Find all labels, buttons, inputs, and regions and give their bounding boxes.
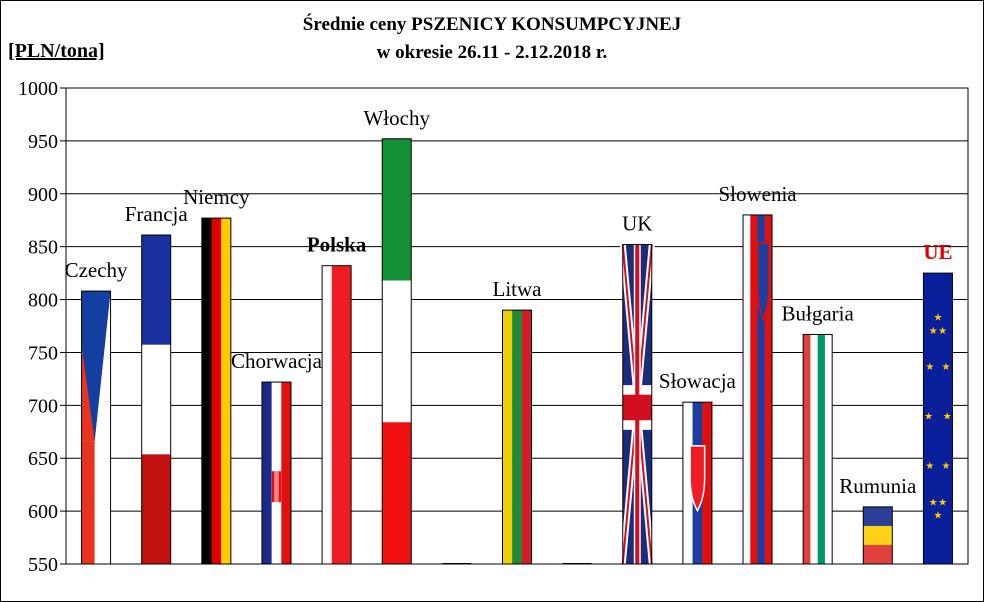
svg-text:★: ★ xyxy=(929,326,938,337)
plot-area xyxy=(65,87,969,565)
chart-subtitle: w okresie 26.11 - 2.12.2018 r. xyxy=(376,42,608,63)
svg-text:★: ★ xyxy=(929,497,938,508)
y-tick-label: 1000 xyxy=(18,78,58,100)
y-axis-ticks: 550 600 650 700 750 800 850 900 950 1000 xyxy=(18,78,66,576)
y-tick-label: 550 xyxy=(28,554,58,576)
bar-label-litwa: Litwa xyxy=(493,277,543,301)
bar-francja xyxy=(141,234,172,564)
svg-text:★: ★ xyxy=(933,313,942,324)
y-tick-label: 850 xyxy=(28,237,58,259)
bar-label-rumunia: Rumunia xyxy=(839,474,917,498)
y-tick-label: 600 xyxy=(28,501,58,523)
bar-label-czechy: Czechy xyxy=(65,258,128,282)
bar-rumunia xyxy=(862,506,893,564)
bar-label-polska: Polska xyxy=(307,233,367,257)
bars: ★★★★★★★★★★★★ xyxy=(81,138,953,564)
bar-polska xyxy=(321,265,352,564)
svg-text:★: ★ xyxy=(925,461,934,472)
bar-label-chorwacja: Chorwacja xyxy=(231,349,323,373)
bar-label-włochy: Włochy xyxy=(363,106,430,130)
bar-ue: ★★★★★★★★★★★★ xyxy=(922,272,953,564)
bar-label-niemcy: Niemcy xyxy=(183,185,250,209)
bar-słowacja xyxy=(682,401,713,564)
bar-label-słowacja: Słowacja xyxy=(659,369,737,393)
svg-text:★: ★ xyxy=(938,326,947,337)
y-tick-label: 800 xyxy=(28,290,58,312)
y-axis-unit-label: [PLN/tona] xyxy=(8,40,105,62)
bar-uk xyxy=(619,244,655,564)
svg-text:★: ★ xyxy=(943,412,952,423)
y-tick-label: 700 xyxy=(28,395,58,417)
bar-bułgaria xyxy=(802,333,833,564)
bar-litwa xyxy=(502,309,532,564)
y-tick-label: 950 xyxy=(28,131,58,153)
svg-text:★: ★ xyxy=(933,511,942,522)
svg-text:★: ★ xyxy=(924,412,933,423)
bar-niemcy xyxy=(201,217,232,564)
chart-title: Średnie ceny PSZENICY KONSUMPCYJNEJ xyxy=(302,14,682,35)
bar-słowenia xyxy=(742,214,773,564)
bar-label-ue: UE xyxy=(923,240,952,264)
bar-label-uk: UK xyxy=(622,212,652,236)
svg-text:★: ★ xyxy=(941,461,950,472)
bar-label-słowenia: Słowenia xyxy=(718,182,797,206)
y-tick-label: 900 xyxy=(28,184,58,206)
bar-label-francja: Francja xyxy=(125,202,189,226)
bar-czechy xyxy=(81,290,112,564)
y-tick-label: 750 xyxy=(28,342,58,364)
bar-chorwacja xyxy=(261,381,292,564)
svg-text:★: ★ xyxy=(941,362,950,373)
y-tick-label: 650 xyxy=(28,448,58,470)
bar-label-bułgaria: Bułgaria xyxy=(782,301,855,325)
svg-text:★: ★ xyxy=(925,362,934,373)
svg-text:★: ★ xyxy=(938,497,947,508)
bar-włochy xyxy=(381,138,412,564)
